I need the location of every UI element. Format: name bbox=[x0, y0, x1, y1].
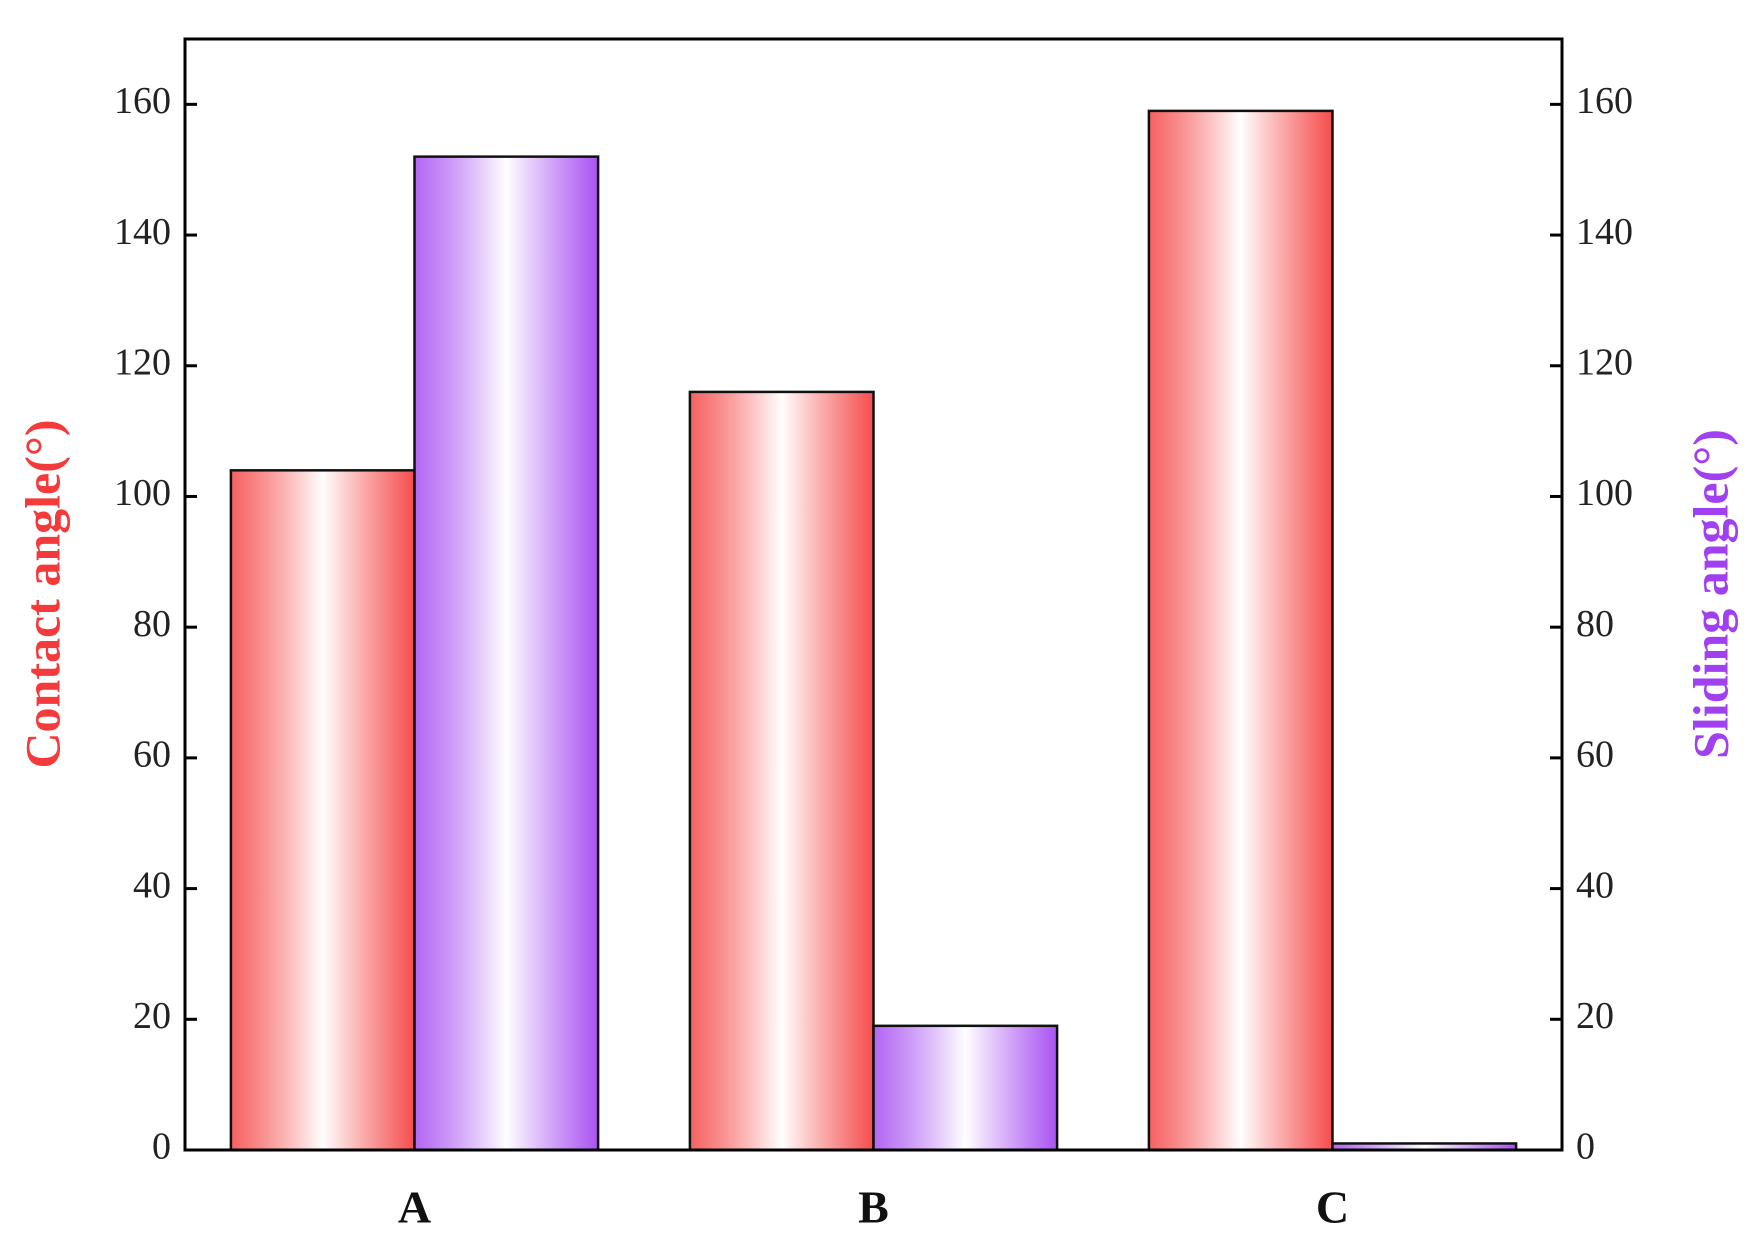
y2-axis-title: Sliding angle(°) bbox=[1682, 429, 1738, 759]
y-tick-label: 80 bbox=[133, 603, 171, 645]
bar bbox=[872, 1024, 1059, 1152]
x-tick-label: C bbox=[1316, 1182, 1349, 1233]
x-tick-label: B bbox=[858, 1182, 889, 1233]
y-tick-label: 100 bbox=[114, 472, 171, 514]
y2-tick-label: 120 bbox=[1576, 341, 1633, 383]
bar bbox=[229, 469, 416, 1152]
y2-tick-label: 60 bbox=[1576, 734, 1614, 776]
y-tick-label: 140 bbox=[114, 211, 171, 253]
x-tick-label: A bbox=[398, 1182, 431, 1233]
y-tick-label: 0 bbox=[152, 1126, 171, 1168]
plot-frame bbox=[183, 37, 1564, 1152]
bar bbox=[688, 390, 875, 1152]
y2-tick-label: 140 bbox=[1576, 211, 1633, 253]
bar bbox=[413, 155, 600, 1152]
y-tick-label: 40 bbox=[133, 864, 171, 906]
y2-tick-label: 0 bbox=[1576, 1126, 1595, 1168]
y-axis-title: Contact angle(°) bbox=[14, 419, 70, 768]
y-tick-label: 60 bbox=[133, 734, 171, 776]
y2-tick-label: 20 bbox=[1576, 995, 1614, 1037]
y2-tick-label: 100 bbox=[1576, 472, 1633, 514]
y2-tick-label: 80 bbox=[1576, 603, 1614, 645]
y-tick-label: 20 bbox=[133, 995, 171, 1037]
y2-tick-label: 160 bbox=[1576, 80, 1633, 122]
y-tick-label: 160 bbox=[114, 80, 171, 122]
y-tick-label: 120 bbox=[114, 341, 171, 383]
bar bbox=[1147, 109, 1334, 1152]
y2-tick-label: 40 bbox=[1576, 864, 1614, 906]
